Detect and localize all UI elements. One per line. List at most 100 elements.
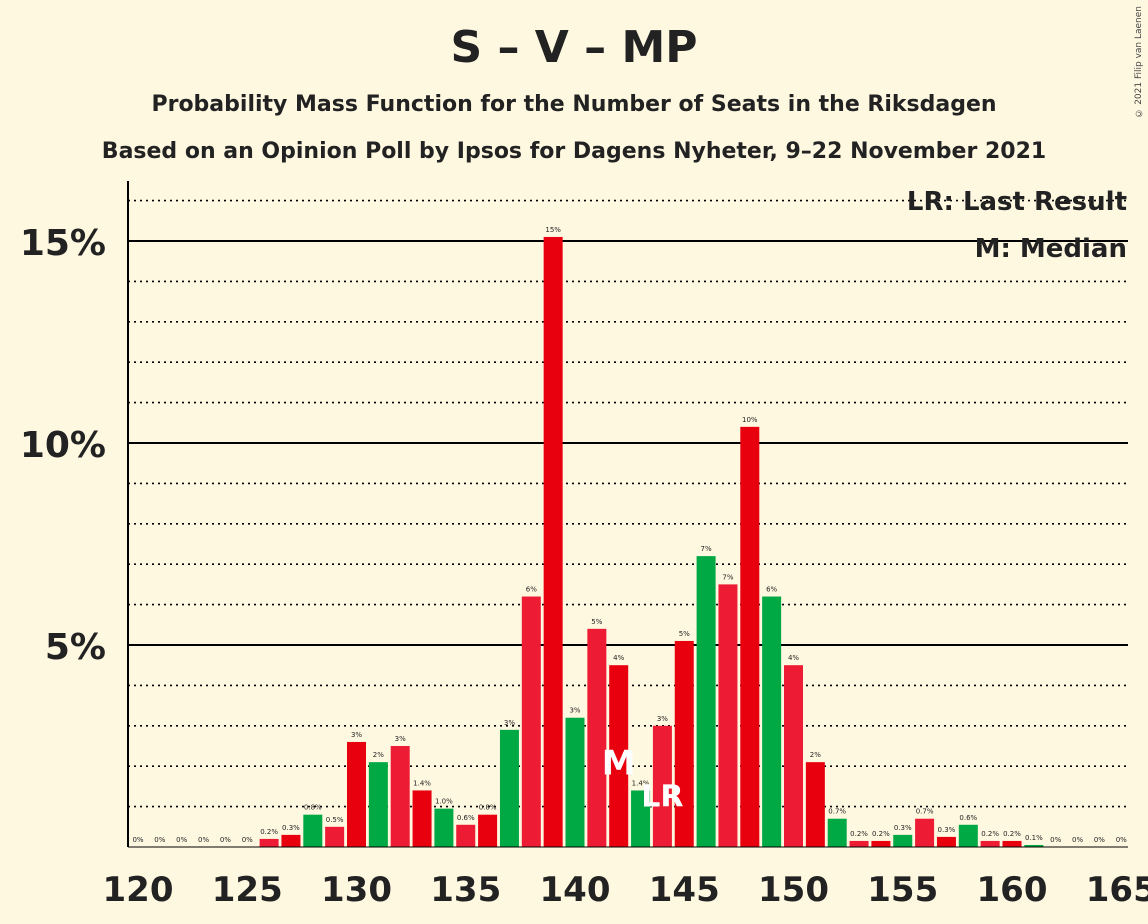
bar-label: 3% — [351, 731, 362, 739]
y-tick-label: 15% — [20, 223, 106, 264]
bar-label: 0.8% — [479, 804, 497, 812]
bar-label: 0.8% — [304, 804, 322, 812]
bar-label: 3% — [569, 707, 580, 715]
bar-seats-159 — [980, 840, 1000, 847]
bar-seats-150 — [784, 665, 803, 847]
bar-label: 2% — [810, 751, 821, 759]
bar-seats-136 — [478, 814, 498, 847]
bar-seats-132 — [390, 746, 410, 847]
bar-label: 0.6% — [959, 814, 977, 822]
median-marker: M — [602, 743, 636, 783]
bar-label: 0.3% — [894, 824, 912, 832]
bar-seats-153 — [849, 840, 869, 847]
y-tick-label: 5% — [45, 627, 106, 668]
bar-seats-152 — [827, 818, 847, 847]
bar-label: 4% — [788, 654, 799, 662]
bar-label: 0.7% — [916, 808, 934, 816]
bar-label: 0.1% — [1025, 834, 1043, 842]
bar-label: 3% — [657, 715, 668, 723]
bar-seats-158 — [958, 824, 978, 847]
bar-label: 0% — [1094, 836, 1105, 844]
bar-seats-130 — [347, 741, 366, 847]
x-tick-label: 130 — [321, 870, 392, 910]
bar-seats-131 — [368, 762, 388, 847]
x-tick-label: 135 — [430, 870, 501, 910]
bar-seats-133 — [412, 790, 432, 847]
axes — [127, 181, 1128, 848]
bar-seats-129 — [325, 826, 345, 847]
bar-label: 4% — [613, 654, 624, 662]
legend: LR: Last Result M: Median — [907, 187, 1127, 264]
bar-seats-135 — [456, 824, 476, 847]
bar-seats-146 — [696, 556, 716, 847]
bar-label: 7% — [722, 573, 733, 581]
bar-label: 2% — [373, 751, 384, 759]
x-tick-label: 120 — [103, 870, 174, 910]
bar-label: 0.6% — [457, 814, 475, 822]
bar-label: 0.2% — [260, 828, 278, 836]
bar-label: 1.0% — [435, 798, 453, 806]
bar-label: 0% — [1116, 836, 1127, 844]
legend-last-result: LR: Last Result — [907, 187, 1127, 217]
bar-seats-128 — [303, 814, 323, 847]
bar-seats-151 — [805, 762, 825, 847]
bar-label: 10% — [742, 416, 758, 424]
chart-subtitle-source: Based on an Opinion Poll by Ipsos for Da… — [101, 139, 1047, 164]
bar-label: 0.7% — [828, 808, 846, 816]
bars — [259, 236, 1044, 847]
bar-seats-148 — [740, 426, 760, 847]
bar-seats-154 — [871, 840, 891, 847]
bar-label: 15% — [545, 226, 561, 234]
bar-seats-144 — [652, 725, 672, 847]
bar-label: 0.5% — [326, 816, 344, 824]
bar-label: 6% — [526, 586, 537, 594]
bar-label: 0% — [198, 836, 209, 844]
bar-label: 0.2% — [1003, 830, 1021, 838]
bar-seats-157 — [936, 836, 956, 847]
bar-label: 0% — [220, 836, 231, 844]
y-axis-labels: 5% 10% 15% — [20, 223, 106, 668]
bar-seats-143 — [631, 790, 651, 847]
x-axis-labels: 120 125 130 135 140 145 150 155 160 165 — [103, 870, 1148, 910]
bar-seats-156 — [915, 818, 935, 847]
bar-label: 3% — [395, 735, 406, 743]
bar-labels: 0% 0% 0% 0% 0% 0% 0.2% 0.3% 0.8% 0.5% 3% 2% 3% 1.4% 1.… — [132, 226, 1127, 844]
bar-seats-155 — [893, 834, 913, 847]
legend-median: M: Median — [975, 234, 1127, 264]
x-tick-label: 155 — [867, 870, 938, 910]
bar-label: 1.4% — [632, 779, 650, 787]
bar-label: 5% — [679, 630, 690, 638]
bar-label: 0% — [154, 836, 165, 844]
bar-seats-161 — [1024, 844, 1044, 847]
bar-label: 5% — [591, 618, 602, 626]
bar-label: 3% — [504, 719, 515, 727]
bar-seats-139 — [543, 236, 563, 847]
bar-seats-160 — [1002, 840, 1022, 847]
x-tick-label: 160 — [977, 870, 1048, 910]
x-tick-label: 140 — [540, 870, 611, 910]
bar-seats-127 — [281, 834, 301, 847]
bar-label: 6% — [766, 586, 777, 594]
x-tick-label: 125 — [212, 870, 283, 910]
bar-label: 7% — [701, 545, 712, 553]
chart-title: S – V – MP — [450, 22, 698, 73]
bar-seats-145 — [674, 640, 694, 847]
bar-seats-142 — [609, 665, 629, 847]
bar-seats-134 — [434, 808, 454, 847]
bar-label: 0% — [176, 836, 187, 844]
x-tick-label: 145 — [649, 870, 720, 910]
bar-label: 0.2% — [872, 830, 890, 838]
x-tick-label: 165 — [1086, 870, 1148, 910]
bar-seats-140 — [565, 717, 585, 847]
markers: MLR — [602, 743, 684, 814]
bar-seats-141 — [587, 628, 607, 847]
bar-seats-149 — [762, 596, 782, 847]
chart-subtitle: Probability Mass Function for the Number… — [151, 92, 997, 117]
last-result-marker: LR — [641, 780, 683, 815]
bar-seats-138 — [521, 596, 541, 847]
bar-label: 1.4% — [413, 779, 431, 787]
bar-seats-147 — [718, 584, 738, 847]
x-tick-label: 150 — [758, 870, 829, 910]
bar-label: 0.3% — [938, 826, 956, 834]
